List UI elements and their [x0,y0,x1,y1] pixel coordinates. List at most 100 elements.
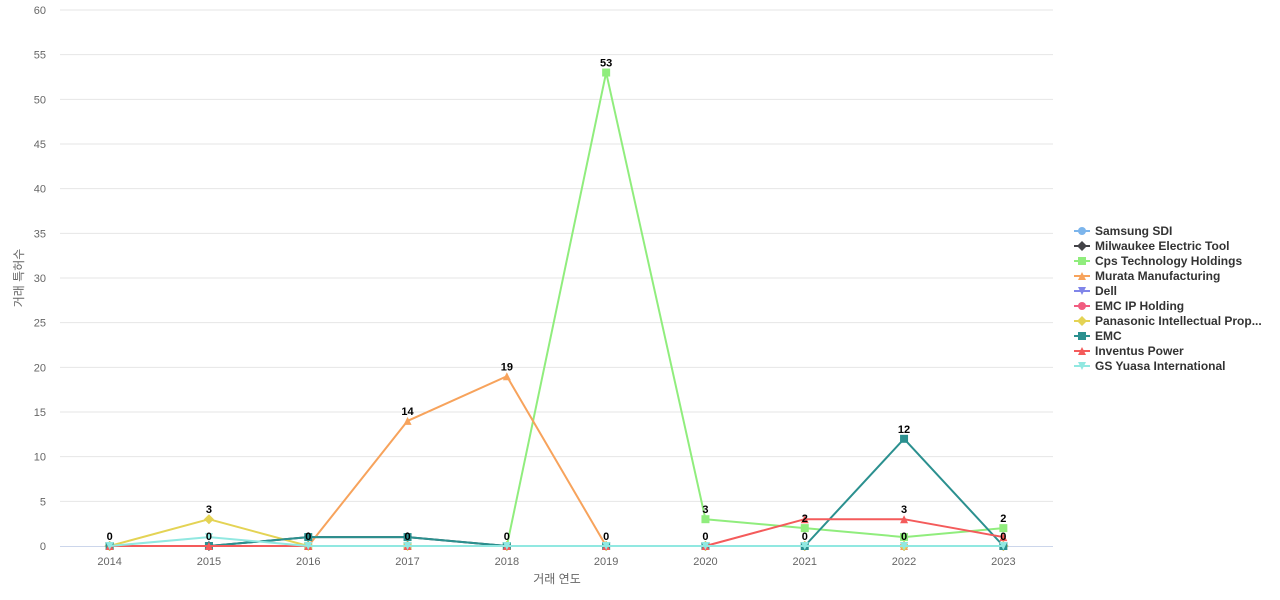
y-axis-title: 거래 특허수 [12,249,26,308]
data-label: 3 [702,504,708,516]
series-inventus-power [105,515,1008,550]
data-label: 0 [305,531,311,543]
x-tick-label: 2014 [97,556,121,568]
legend-label: Panasonic Intellectual Prop... [1095,314,1262,328]
data-label: 0 [702,531,708,543]
series-line [109,536,1004,547]
data-point [999,524,1008,533]
legend-item: Cps Technology Holdings [1074,254,1242,268]
data-label: 0 [206,531,212,543]
data-label: 3 [206,504,212,516]
series-emc [105,434,1008,550]
y-tick-label: 60 [34,5,46,17]
data-point [204,533,213,542]
y-tick-label: 30 [34,273,46,285]
legend-item: GS Yuasa International [1074,359,1226,373]
data-point [800,542,809,550]
y-tick-label: 45 [34,139,46,151]
legend-item: Dell [1074,284,1117,298]
data-point [900,533,909,542]
series-line [109,375,1004,547]
data-point [1077,316,1087,326]
grid-lines [60,9,1053,502]
x-axis-title: 거래 연도 [533,572,581,586]
data-label: 0 [404,531,410,543]
x-tick-label: 2022 [892,556,916,568]
y-tick-label: 25 [34,318,46,330]
data-point [1078,347,1086,355]
data-label: 0 [603,531,609,543]
x-tick-label: 2023 [991,556,1015,568]
legend-label: Cps Technology Holdings [1095,254,1242,268]
data-label: 0 [504,531,510,543]
data-label: 12 [898,424,910,436]
data-point [403,542,412,550]
legend-item: Murata Manufacturing [1074,269,1220,283]
y-tick-label: 15 [34,407,46,419]
data-label: 0 [901,531,907,543]
data-point [403,416,412,425]
x-tick-label: 2020 [693,556,717,568]
x-tick-label: 2021 [793,556,817,568]
series-line [109,536,1004,547]
data-point [900,542,909,550]
series-gs-yuasa-international [105,533,1008,550]
data-label: 3 [901,504,907,516]
x-axis-ticks: 2014 2015 2016 2017 2018 2019 2020 2021 2022 2023 [97,556,1015,568]
data-point [1078,332,1086,340]
series-line [109,437,1005,547]
y-tick-label: 20 [34,362,46,374]
data-point [204,542,213,550]
data-point [602,542,611,550]
legend-label: Samsung SDI [1095,224,1172,238]
data-point [105,542,114,550]
data-point [701,515,710,524]
y-tick-label: 50 [34,94,46,106]
legend-label: Murata Manufacturing [1095,269,1220,283]
legend-label: EMC [1095,329,1122,343]
y-tick-label: 10 [34,452,46,464]
series-layer [104,68,1009,551]
data-point [1078,302,1086,310]
data-point [800,524,809,533]
data-label: 2 [802,513,808,525]
data-point [304,533,313,542]
data-point [1078,287,1086,295]
data-label: 19 [501,361,513,373]
series-murata-manufacturing [105,372,1008,550]
data-point [304,542,313,550]
legend-item: Panasonic Intellectual Prop... [1074,314,1262,328]
data-point [701,542,710,550]
y-tick-label: 0 [40,541,46,553]
y-axis-ticks: 0 5 10 15 20 25 30 35 40 45 50 55 60 [34,5,46,553]
legend-label: EMC IP Holding [1095,299,1184,313]
legend-item: Samsung SDI [1074,224,1172,238]
legend-label: Inventus Power [1095,344,1184,358]
data-labels: 0 3 0 0 14 0 19 0 53 0 3 0 2 0 12 3 0 2 0 [107,58,1007,543]
legend-item: Inventus Power [1074,344,1184,358]
legend-label: GS Yuasa International [1095,359,1226,373]
data-point [1078,257,1086,265]
data-label: 0 [1000,531,1006,543]
y-tick-label: 40 [34,184,46,196]
y-tick-label: 5 [40,496,46,508]
data-point [800,515,809,524]
legend-label: Milwaukee Electric Tool [1095,239,1229,253]
y-tick-label: 35 [34,228,46,240]
data-point [403,533,412,542]
data-label: 14 [401,406,414,418]
data-point [502,372,511,381]
data-label: 2 [1000,513,1006,525]
data-point [900,434,909,443]
data-label: 53 [600,58,612,70]
legend-label: Dell [1095,284,1117,298]
data-point [900,515,909,524]
y-tick-label: 55 [34,50,46,62]
data-point [999,533,1008,542]
legend-item: Milwaukee Electric Tool [1074,239,1229,253]
data-point [1077,241,1087,251]
data-point [602,68,611,77]
data-point [999,542,1008,550]
